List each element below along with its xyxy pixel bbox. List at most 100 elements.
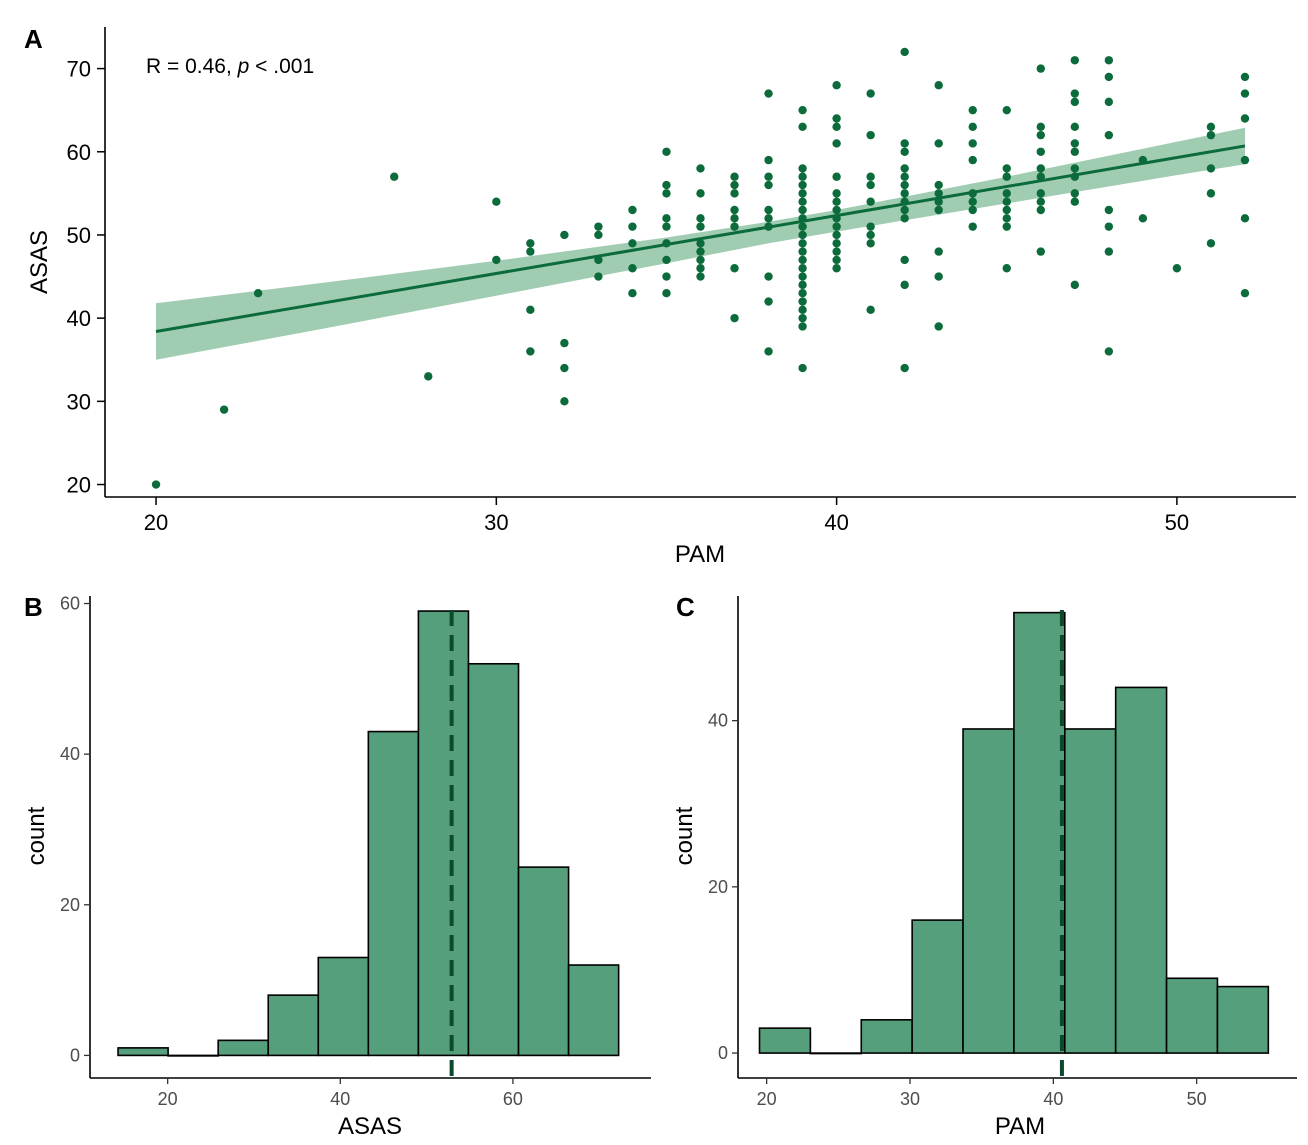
- y-tick-label-40: 40: [708, 711, 728, 731]
- x-tick-label-20: 20: [158, 1089, 178, 1109]
- scatter-point-14: [560, 397, 569, 406]
- histogram-bar-2: [217, 1039, 270, 1057]
- scatter-point-63: [798, 172, 807, 181]
- scatter-point-32: [662, 288, 671, 298]
- scatter-point-169: [1104, 97, 1114, 107]
- histogram-bar-8: [517, 866, 570, 1057]
- scatter-point-132: [968, 155, 977, 165]
- scatter-point-122: [934, 180, 943, 190]
- scatter-point-170: [1104, 130, 1114, 140]
- scatter-point-81: [798, 322, 807, 331]
- scatter-point-35: [696, 214, 705, 223]
- scatter-point-43: [730, 180, 739, 190]
- scatter-point-155: [1036, 247, 1045, 256]
- scatter-point-1: [219, 405, 229, 414]
- y-tick-label-0: 0: [70, 1045, 80, 1065]
- scatter-point-171: [1104, 205, 1114, 215]
- scatter-point-11: [560, 230, 569, 240]
- scatter-point-45: [730, 205, 739, 215]
- scatter-point-90: [832, 205, 841, 215]
- panel-b-letter: B: [24, 592, 43, 622]
- scatter-point-177: [1172, 264, 1182, 273]
- scatter-point-79: [798, 305, 807, 315]
- panel-c-letter: C: [676, 592, 695, 622]
- scatter-point-156: [1070, 56, 1080, 65]
- scatter-point-113: [900, 189, 909, 198]
- scatter-point-147: [1036, 122, 1045, 132]
- x-tick-label-40: 40: [824, 510, 848, 535]
- histogram-bar-0: [117, 1047, 169, 1057]
- scatter-point-159: [1070, 122, 1080, 132]
- scatter-point-77: [798, 288, 807, 298]
- y-tick-label-20: 20: [60, 895, 80, 915]
- histogram-bar-9: [567, 964, 620, 1057]
- panel-a-points: [151, 47, 1250, 489]
- scatter-point-135: [968, 205, 977, 215]
- y-tick-label-60: 60: [60, 594, 80, 614]
- scatter-point-153: [1036, 197, 1045, 206]
- scatter-point-74: [798, 264, 807, 273]
- scatter-point-172: [1104, 222, 1114, 231]
- histogram-bar-9: [1216, 985, 1270, 1054]
- scatter-point-188: [1240, 288, 1250, 298]
- panel-a-ticks: 20 30 40 50 20 30 40 50 60 70: [67, 57, 1190, 535]
- scatter-point-96: [832, 255, 841, 265]
- scatter-point-3: [390, 172, 399, 181]
- scatter-point-137: [1002, 105, 1011, 115]
- scatter-point-103: [866, 222, 875, 231]
- scatter-point-61: [798, 122, 807, 132]
- scatter-point-152: [1036, 189, 1045, 198]
- panel-a-regression-line: [155, 144, 1246, 333]
- panel-a-correlation-annotation: R = 0.46, p < .001: [146, 55, 314, 78]
- scatter-point-126: [934, 247, 943, 256]
- y-tick-label-20: 20: [708, 877, 728, 897]
- scatter-point-30: [662, 255, 671, 265]
- scatter-point-109: [900, 147, 909, 156]
- scatter-point-41: [696, 272, 705, 281]
- scatter-point-139: [1002, 172, 1011, 181]
- scatter-point-65: [798, 189, 807, 198]
- panel-b-ticks: 20 40 60 0 20 40 60: [60, 594, 523, 1109]
- scatter-point-101: [866, 180, 875, 190]
- scatter-point-187: [1240, 214, 1250, 223]
- scatter-point-128: [934, 322, 943, 331]
- scatter-point-75: [798, 272, 807, 281]
- scatter-point-125: [934, 205, 943, 215]
- scatter-point-28: [662, 222, 671, 231]
- scatter-point-51: [764, 155, 773, 165]
- scatter-point-143: [1002, 214, 1011, 223]
- scatter-point-121: [934, 139, 943, 148]
- scatter-point-162: [1070, 164, 1080, 173]
- scatter-point-13: [560, 363, 569, 373]
- scatter-point-157: [1070, 89, 1080, 98]
- scatter-point-50: [764, 89, 773, 98]
- scatter-point-181: [1206, 189, 1216, 198]
- scatter-point-0: [151, 480, 161, 489]
- scatter-point-160: [1070, 139, 1080, 148]
- y-tick-label-30: 30: [67, 389, 91, 414]
- histogram-bar-4: [317, 956, 370, 1057]
- scatter-point-44: [730, 189, 739, 198]
- scatter-point-66: [798, 197, 807, 206]
- scatter-point-22: [628, 264, 637, 273]
- scatter-point-69: [798, 222, 807, 231]
- scatter-point-58: [764, 297, 773, 306]
- scatter-point-158: [1070, 97, 1080, 107]
- scatter-point-186: [1240, 155, 1250, 165]
- scatter-point-82: [798, 363, 807, 373]
- scatter-point-123: [934, 189, 943, 198]
- scatter-point-85: [832, 122, 841, 132]
- scatter-point-180: [1206, 164, 1216, 173]
- scatter-point-25: [662, 180, 671, 190]
- scatter-point-49: [730, 313, 739, 323]
- scatter-point-4: [424, 372, 433, 381]
- scatter-point-37: [696, 239, 705, 248]
- scatter-point-110: [900, 164, 909, 173]
- panel-a-x-axis-title: PAM: [675, 541, 725, 568]
- scatter-point-86: [832, 139, 841, 148]
- histogram-bar-8: [1165, 977, 1219, 1054]
- scatter-point-48: [730, 264, 739, 273]
- y-tick-label-0: 0: [718, 1043, 728, 1063]
- scatter-point-134: [968, 197, 977, 206]
- scatter-point-183: [1240, 72, 1250, 82]
